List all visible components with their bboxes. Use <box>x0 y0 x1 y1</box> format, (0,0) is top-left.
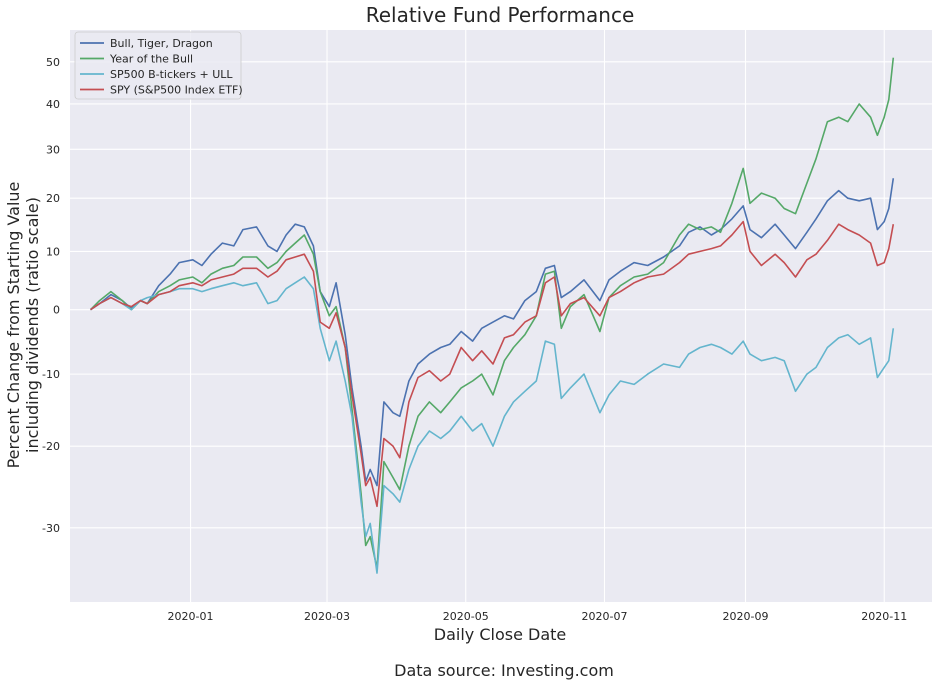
tick-labels: -30 -20 -10 0 10 20 30 40 50 2020-01 2020-03 2020-0… <box>42 56 907 623</box>
legend: Bull, Tiger, Dragon Year of the Bull SP500… <box>74 31 243 100</box>
legend-label: SPY (S&P500 Index ETF) <box>110 84 243 97</box>
y-axis-label-line-2: including dividends (ratio scale) <box>23 197 42 453</box>
x-tick-label: 2020-03 <box>304 610 350 623</box>
x-tick-label: 2020-05 <box>443 610 489 623</box>
x-axis-label: Daily Close Date <box>434 625 566 644</box>
x-tick-label: 2020-11 <box>861 610 907 623</box>
y-tick-label: 40 <box>46 98 60 111</box>
y-tick-label: 30 <box>46 143 60 156</box>
x-tick-label: 2020-09 <box>723 610 769 623</box>
chart-title: Relative Fund Performance <box>366 3 635 27</box>
legend-label: Bull, Tiger, Dragon <box>110 37 213 50</box>
y-axis-label-line-1: Percent Change from Starting Value <box>4 182 23 469</box>
y-tick-label: 20 <box>46 192 60 205</box>
x-tick-label: 2020-01 <box>168 610 214 623</box>
plot-area <box>70 30 932 602</box>
data-source-note: Data source: Investing.com <box>394 661 614 680</box>
series-line-1 <box>90 178 895 487</box>
legend-label: SP500 B-tickers + ULL <box>110 68 233 81</box>
y-tick-label: 10 <box>46 245 60 258</box>
y-tick-label: 0 <box>53 304 60 317</box>
y-tick-label: 50 <box>46 56 60 69</box>
series-line-2 <box>89 57 895 570</box>
legend-label: Year of the Bull <box>109 53 193 66</box>
y-tick-label: -20 <box>42 440 60 453</box>
y-tick-label: -30 <box>42 522 60 535</box>
legend-box <box>74 31 242 100</box>
series-line-4 <box>90 220 895 508</box>
x-tick-label: 2020-07 <box>582 610 628 623</box>
series-layer <box>89 57 895 574</box>
y-tick-label: -10 <box>42 368 60 381</box>
series-line-3 <box>90 276 895 574</box>
